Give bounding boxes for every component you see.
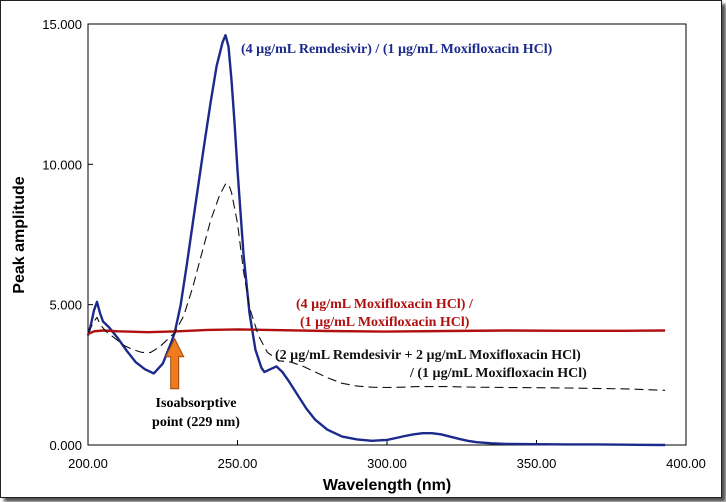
- series-layer: [86, 34, 666, 447]
- y-tick-label: 15.000: [42, 17, 82, 32]
- isoabsorptive-label-line1: Isoabsorptive: [156, 396, 237, 411]
- y-tick-label: 0.000: [49, 438, 82, 453]
- blue-series-label: (4 µg/mL Remdesivir) / (1 µg/mL Moxiflox…: [241, 42, 553, 57]
- dashed-series-label-line1: (2 µg/mL Remdesivir + 2 µg/mL Moxifloxac…: [275, 348, 581, 363]
- isoabsorptive-label-line2: point (229 nm): [152, 415, 240, 430]
- mixture-series-line: [87, 183, 666, 391]
- remdesivir-series-line: [86, 34, 666, 447]
- x-tick-label: 250.00: [218, 456, 258, 471]
- y-axis-title: Peak amplitude: [11, 176, 28, 293]
- red-series-label-line1: (4 µg/mL Moxifloxacin HCl) /: [296, 297, 474, 312]
- isoabsorptive-arrow-icon: [164, 337, 185, 390]
- x-tick-label: 400.00: [666, 456, 706, 471]
- plot-box: [87, 23, 687, 446]
- dashed-series-label-line2: / (1 µg/mL Moxifloxacin HCl): [409, 366, 587, 381]
- red-series-label-line2: (1 µg/mL Moxifloxacin HCl): [300, 315, 470, 330]
- y-tick-label: 5.000: [49, 298, 82, 313]
- moxifloxacin-series-line: [87, 328, 666, 336]
- x-tick-label: 300.00: [367, 456, 407, 471]
- plot-area: [86, 23, 687, 447]
- y-tick-label: 10.000: [42, 157, 82, 172]
- axis-ticks: 200.00 250.00 300.00 350.00 400.00 0.000 5.000…: [42, 17, 706, 471]
- x-tick-label: 200.00: [68, 456, 108, 471]
- x-tick-label: 350.00: [517, 456, 557, 471]
- x-axis-title: Wavelength (nm): [323, 477, 451, 494]
